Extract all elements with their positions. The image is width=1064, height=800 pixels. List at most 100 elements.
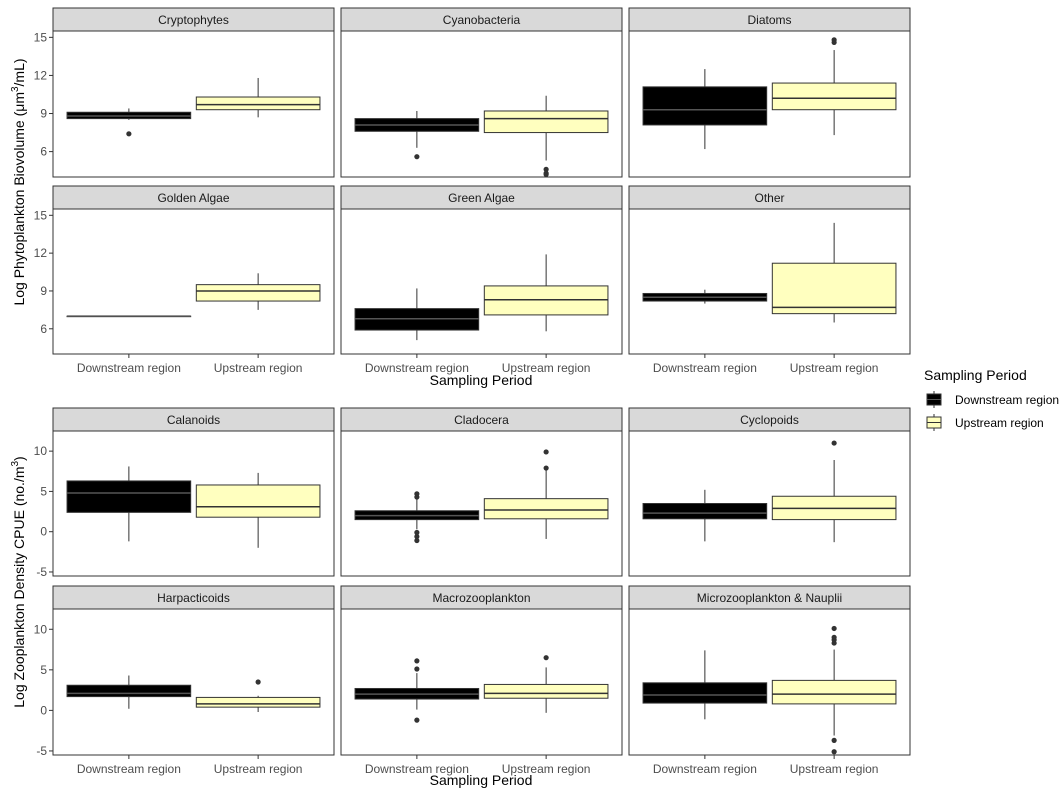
box-body-cyclopoids-downstream xyxy=(642,503,768,520)
legend-label-upstream: Upstream region xyxy=(955,416,1044,430)
box-body-cryptophytes-upstream xyxy=(195,96,321,111)
box-cryptophytes-upstream xyxy=(195,77,321,118)
facet-title-diatoms: Diatoms xyxy=(747,13,791,27)
box-harpacticoids-downstream xyxy=(66,675,192,709)
box-cyclopoids-upstream xyxy=(771,440,897,543)
panel-macrozooplankton xyxy=(340,608,623,756)
facet-title-green-algae: Green Algae xyxy=(448,191,515,205)
box-body-calanoids-upstream xyxy=(195,484,321,518)
y-tick-label-golden-algae-6: 6 xyxy=(40,322,47,336)
facet-cryptophytes: Cryptophytes 6 9 12 15 xyxy=(34,7,335,178)
outlier-microzooplankton-and-nauplii-upstream-5 xyxy=(831,749,837,755)
box-green-algae-downstream xyxy=(354,288,480,341)
y-tick-label-harpacticoids--5: -5 xyxy=(36,744,47,758)
facet-cladocera: Cladocera xyxy=(340,407,623,577)
box-harpacticoids-upstream xyxy=(195,679,321,713)
box-green-algae-upstream xyxy=(483,254,609,332)
box-golden-algae-upstream xyxy=(195,273,321,310)
outlier-cyclopoids-upstream-0 xyxy=(831,440,837,446)
box-cladocera-downstream xyxy=(354,491,480,544)
box-cyanobacteria-upstream xyxy=(483,95,609,178)
y-tick-label-calanoids--5: -5 xyxy=(36,565,47,579)
y-tick-label-calanoids-5: 5 xyxy=(40,484,47,498)
box-body-other-upstream xyxy=(771,262,897,315)
legend-item-upstream: Upstream region xyxy=(924,414,1044,431)
y-axis-title-1: Log Phytoplankton Biovolume (μm3/mL) xyxy=(10,58,27,305)
facet-title-cladocera: Cladocera xyxy=(454,413,509,427)
box-microzooplankton-and-nauplii-upstream xyxy=(771,625,897,755)
box-body-microzooplankton-and-nauplii-upstream xyxy=(771,679,897,705)
box-body-calanoids-downstream xyxy=(66,480,192,513)
legend-title: Sampling Period xyxy=(924,367,1027,383)
outlier-macrozooplankton-downstream-0 xyxy=(414,666,420,672)
y-tick-label-cryptophytes-9: 9 xyxy=(40,107,47,121)
box-body-cladocera-upstream xyxy=(483,498,609,520)
box-cladocera-upstream xyxy=(483,449,609,539)
box-body-macrozooplankton-upstream xyxy=(483,683,609,699)
outlier-macrozooplankton-downstream-2 xyxy=(414,717,420,723)
outlier-cyanobacteria-upstream-2 xyxy=(543,171,549,178)
y-tick-label-calanoids-10: 10 xyxy=(34,444,48,458)
outlier-macrozooplankton-downstream-1 xyxy=(414,658,420,664)
panel-golden-algae xyxy=(52,208,335,355)
box-cyclopoids-downstream xyxy=(642,489,768,542)
facet-golden-algae: Golden Algae 6 9 12 15 Downstream region Upstr… xyxy=(34,185,335,375)
x-tick-label-green-algae-0: Downstream region xyxy=(365,361,469,375)
chart-group-1: Cryptophytes 6 9 12 15 Cyanobacteria Diatoms Go… xyxy=(10,7,911,388)
facet-other: Other Downstream region Upstream region xyxy=(628,185,911,375)
box-body-diatoms-downstream xyxy=(642,86,768,126)
x-tick-label-golden-algae-1: Upstream region xyxy=(214,361,303,375)
facet-title-cyanobacteria: Cyanobacteria xyxy=(443,13,521,27)
x-tick-label-harpacticoids-0: Downstream region xyxy=(77,762,181,776)
outlier-macrozooplankton-upstream-0 xyxy=(543,655,549,661)
y-tick-label-cryptophytes-12: 12 xyxy=(34,68,48,82)
y-tick-label-harpacticoids-0: 0 xyxy=(40,703,47,717)
box-diatoms-downstream xyxy=(642,69,768,150)
x-axis-title-1: Sampling Period xyxy=(430,372,533,388)
outlier-cladocera-upstream-1 xyxy=(543,449,549,455)
outlier-cladocera-downstream-3 xyxy=(414,533,420,540)
box-body-diatoms-upstream xyxy=(771,82,897,111)
facet-harpacticoids: Harpacticoids -5 0 5 10 Downstream region Upst… xyxy=(34,585,335,776)
facet-title-calanoids: Calanoids xyxy=(167,413,220,427)
panel-green-algae xyxy=(340,208,623,355)
outlier-microzooplankton-and-nauplii-upstream-2 xyxy=(831,634,837,640)
x-tick-label-macrozooplankton-0: Downstream region xyxy=(365,762,469,776)
y-tick-label-harpacticoids-5: 5 xyxy=(40,663,47,677)
x-tick-label-other-0: Downstream region xyxy=(653,361,757,375)
box-body-harpacticoids-downstream xyxy=(66,684,192,698)
box-other-downstream xyxy=(642,289,768,304)
box-golden-algae-downstream xyxy=(66,315,192,318)
x-tick-label-other-1: Upstream region xyxy=(790,361,879,375)
y-tick-label-cryptophytes-6: 6 xyxy=(40,145,47,159)
x-tick-label-microzooplankton-and-nauplii-1: Upstream region xyxy=(790,762,879,776)
facet-title-macrozooplankton: Macrozooplankton xyxy=(432,591,530,605)
x-tick-label-microzooplankton-and-nauplii-0: Downstream region xyxy=(653,762,757,776)
facet-macrozooplankton: Macrozooplankton Downstream region Upstrea… xyxy=(340,585,623,776)
box-calanoids-downstream xyxy=(66,466,192,542)
outlier-cladocera-downstream-4 xyxy=(414,537,420,544)
x-tick-label-macrozooplankton-1: Upstream region xyxy=(502,762,591,776)
x-axis-title-2: Sampling Period xyxy=(430,772,533,788)
legend: Sampling Period Downstream region Upstre… xyxy=(924,367,1059,431)
facet-cyclopoids: Cyclopoids xyxy=(628,407,911,577)
box-diatoms-upstream xyxy=(771,37,897,136)
y-tick-label-cryptophytes-15: 15 xyxy=(34,30,48,44)
outlier-cladocera-downstream-1 xyxy=(414,491,420,497)
box-microzooplankton-and-nauplii-downstream xyxy=(642,650,768,720)
box-cryptophytes-downstream xyxy=(66,108,192,137)
facet-green-algae: Green Algae Downstream region Upstream reg… xyxy=(340,185,623,375)
outlier-microzooplankton-and-nauplii-upstream-4 xyxy=(831,737,837,744)
outlier-cyanobacteria-upstream-0 xyxy=(543,166,549,172)
box-macrozooplankton-downstream xyxy=(354,658,480,723)
outlier-harpacticoids-upstream-0 xyxy=(255,679,261,685)
facet-microzooplankton-and-nauplii: Microzooplankton & Nauplii Downstream reg… xyxy=(628,585,911,776)
outlier-microzooplankton-and-nauplii-upstream-3 xyxy=(831,625,837,632)
x-tick-label-green-algae-1: Upstream region xyxy=(502,361,591,375)
x-tick-label-golden-algae-0: Downstream region xyxy=(77,361,181,375)
chart-group-2: Calanoids -5 0 5 10 Cladocera Cyclopoids Harpac… xyxy=(10,407,911,788)
box-body-harpacticoids-upstream xyxy=(195,696,321,708)
facet-title-microzooplankton-and-nauplii: Microzooplankton & Nauplii xyxy=(697,591,842,605)
outlier-diatoms-upstream-1 xyxy=(831,37,837,43)
